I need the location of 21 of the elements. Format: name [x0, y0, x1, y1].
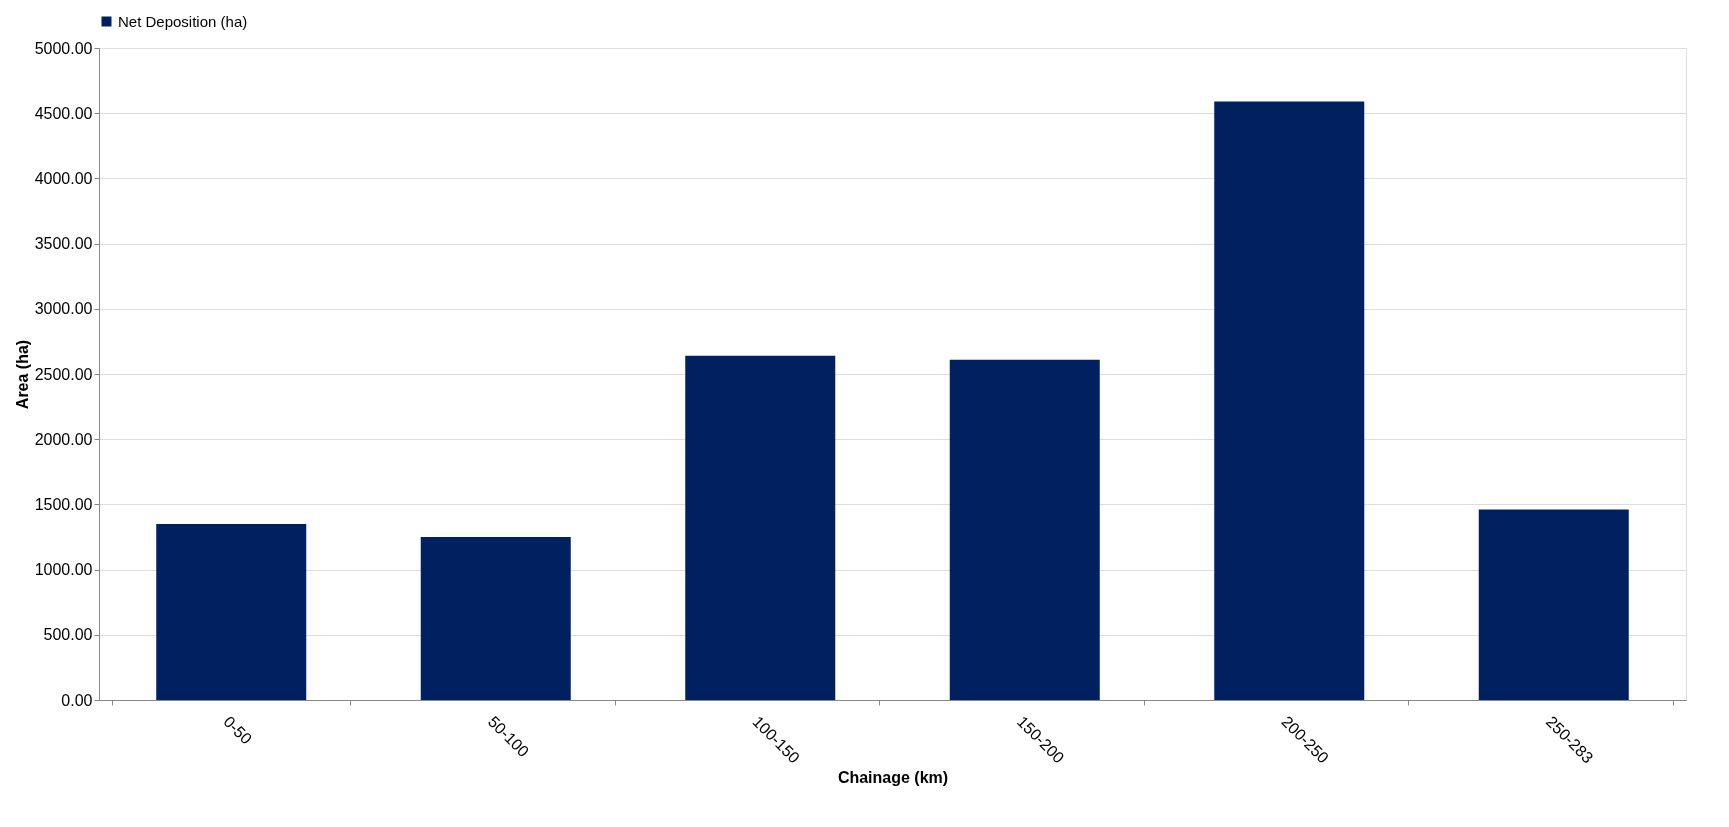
x-axis-title: Chainage (km): [837, 769, 949, 787]
y-tick-label: 1500.00: [34, 495, 93, 513]
y-tick-label: 2000.00: [34, 430, 93, 448]
y-tick-label: 0.00: [61, 691, 93, 709]
y-tick-label: 3000.00: [34, 300, 93, 318]
y-tick-label: 4000.00: [34, 169, 93, 187]
y-tick-label: 5000.00: [34, 39, 93, 57]
y-tick-label: 1000.00: [34, 561, 93, 579]
bar: [156, 523, 307, 700]
y-axis-title: Area (ha): [13, 339, 31, 410]
bar: [420, 537, 571, 700]
bar: [1214, 101, 1365, 700]
bar: [949, 359, 1100, 700]
bar: [1478, 509, 1629, 700]
y-tick-label: 2500.00: [34, 365, 93, 383]
y-tick-label: 4500.00: [34, 104, 93, 122]
bar: [685, 355, 836, 700]
y-tick-label: 3500.00: [34, 235, 93, 253]
x-tick-label: 0-50: [220, 712, 256, 748]
legend-label: Net Deposition (ha): [118, 12, 248, 30]
y-tick-label: 500.00: [43, 626, 93, 644]
